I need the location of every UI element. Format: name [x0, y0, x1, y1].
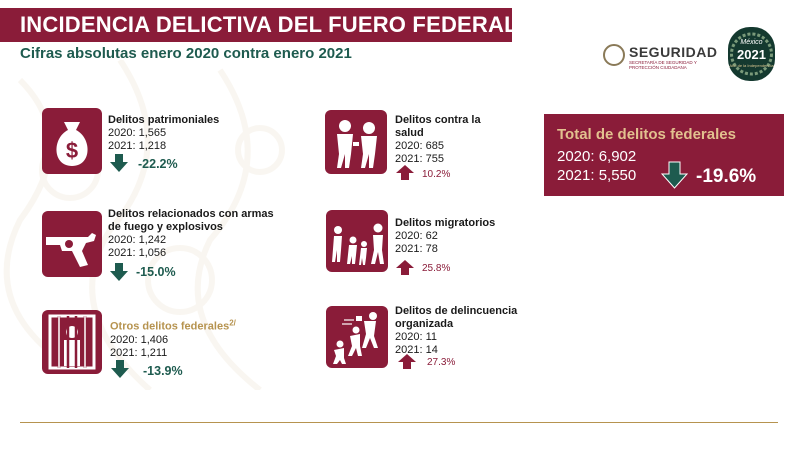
change-percent: 27.3%: [427, 357, 456, 368]
svg-text:$: $: [66, 138, 78, 163]
category-armas: Delitos relacionados con armas de fuego …: [108, 208, 283, 260]
category-name-row: Otros delitos federales2/: [110, 316, 290, 334]
national-seal-icon: [603, 44, 625, 66]
seguridad-logo-subtext: SECRETARÍA DE SEGURIDAD Y PROTECCIÓN CIU…: [629, 60, 697, 70]
category-migratorios: Delitos migratorios 2020: 62 2021: 78: [395, 217, 525, 256]
money-bag-icon: $: [42, 108, 102, 174]
total-2021: 2021: 5,550: [557, 167, 637, 184]
value-2021: 2021: 78: [395, 243, 438, 255]
value-2020: 2020: 685: [395, 140, 444, 152]
value-2020: 2020: 62: [395, 230, 438, 242]
prisoner-bars-icon: [42, 310, 102, 374]
total-title: Total de delitos federales: [557, 126, 736, 143]
arrow-down-icon: [111, 360, 129, 378]
background-pattern: [3, 60, 285, 390]
change-percent: -15.0%: [136, 265, 176, 279]
page-title: INCIDENCIA DELICTIVA DEL FUERO FEDERAL: [20, 12, 518, 37]
arrow-down-icon: [110, 263, 128, 281]
total-2020: 2020: 6,902: [557, 148, 637, 165]
migrant-family-icon: [326, 210, 388, 272]
organized-crime-icon: [326, 306, 388, 368]
category-name: Otros delitos federales: [110, 320, 230, 333]
category-name: Delitos de delincuencia organizada: [395, 305, 518, 330]
value-2021: 2021: 1,218: [108, 140, 167, 152]
value-2020: 2020: 11: [395, 331, 438, 343]
badge-bottom-text: Año de la Independencia: [729, 63, 774, 68]
change-percent: -22.2%: [138, 157, 178, 171]
category-name: Delitos relacionados con armas de fuego …: [108, 208, 274, 233]
change-percent: 10.2%: [422, 169, 451, 180]
footnote-marker: 2/: [229, 318, 236, 327]
arrow-up-icon: [398, 354, 416, 369]
arrow-up-icon: [396, 260, 414, 275]
badge-serpent-ring: [730, 32, 773, 76]
badge-top-text: México: [740, 39, 763, 46]
title-bar: INCIDENCIA DELICTIVA DEL FUERO FEDERAL: [0, 8, 518, 42]
value-2020: 2020: 1,242: [108, 234, 167, 246]
change-percent: 25.8%: [422, 263, 451, 274]
value-2021: 2021: 755: [395, 153, 444, 165]
mexico-2021-badge: México 2021 Año de la Independencia: [728, 27, 775, 81]
category-name: Delitos contra la salud: [395, 114, 481, 139]
arrow-down-icon: [110, 154, 128, 172]
total-change-percent: -19.6%: [696, 166, 757, 187]
value-2021: 2021: 14: [395, 344, 438, 356]
arrow-down-icon: [661, 161, 688, 189]
category-delincuencia: Delitos de delincuencia organizada 2020:…: [395, 305, 545, 357]
category-otros: Otros delitos federales2/ 2020: 1,406 20…: [110, 316, 290, 360]
value-2020: 2020: 1,406: [110, 333, 169, 346]
value-2020: 2020: 1,565: [108, 127, 167, 139]
drug-dealer-icon: [325, 110, 387, 174]
value-2021: 2021: 1,056: [108, 247, 167, 259]
revolver-icon: [42, 211, 102, 277]
category-salud: Delitos contra la salud 2020: 685 2021: …: [395, 114, 505, 166]
total-box: Total de delitos federales 2020: 6,902 2…: [544, 114, 784, 196]
change-percent: -13.9%: [143, 364, 183, 378]
page-subtitle: Cifras absolutas enero 2020 contra enero…: [20, 45, 352, 62]
badge-year: 2021: [737, 47, 766, 62]
category-patrimoniales: Delitos patrimoniales 2020: 1,565 2021: …: [108, 114, 278, 153]
bottom-divider: [20, 422, 778, 423]
category-name: Delitos migratorios: [395, 217, 496, 229]
category-name: Delitos patrimoniales: [108, 114, 220, 126]
arrow-up-icon: [396, 165, 414, 180]
seguridad-logo-text: SEGURIDAD: [629, 44, 718, 60]
value-2021: 2021: 1,211: [110, 346, 168, 359]
